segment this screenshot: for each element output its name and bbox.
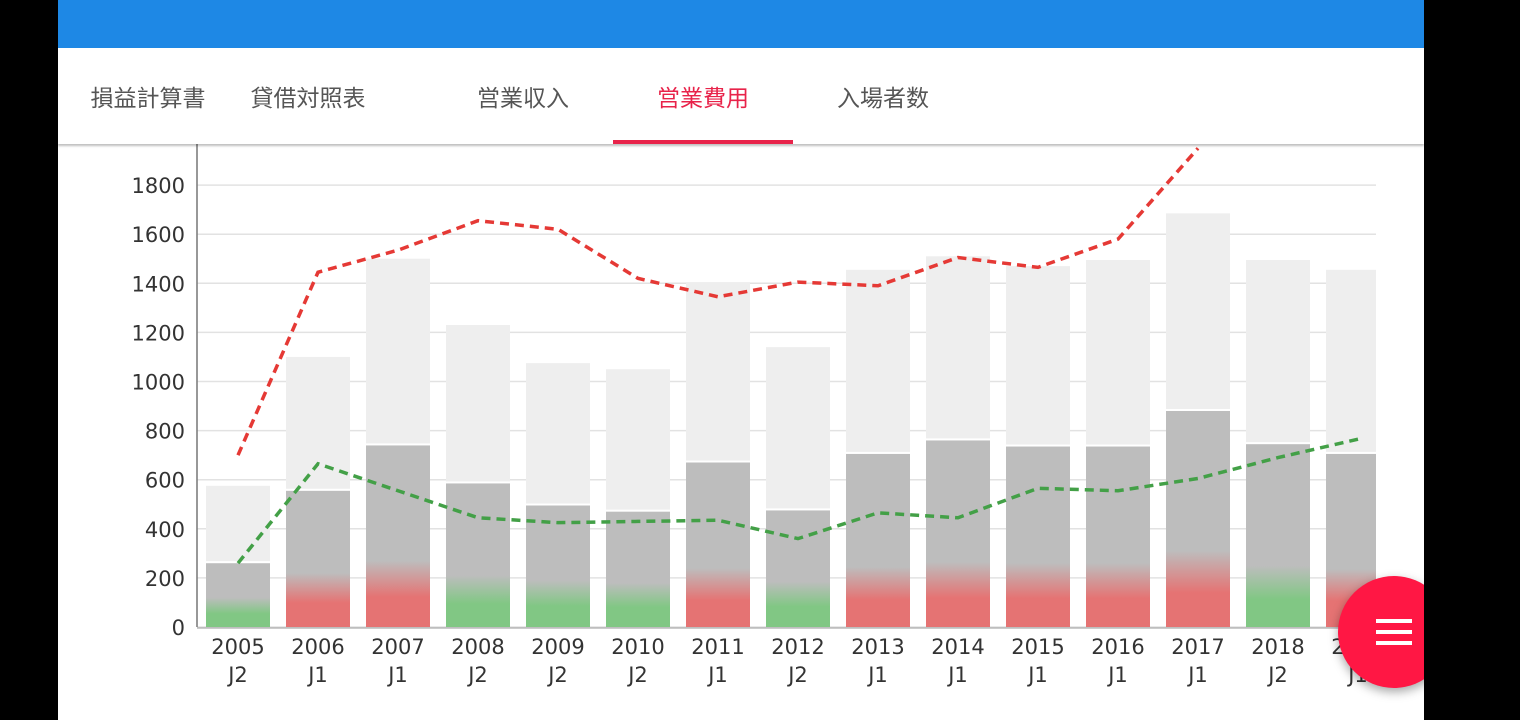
x-tick-division: J1 [706, 663, 728, 687]
bar-base-j1 [846, 566, 910, 627]
tab-income-statement[interactable]: 損益計算書 [90, 86, 206, 112]
tab-operating-revenue[interactable]: 営業収入 [477, 86, 569, 112]
x-tick-division: J2 [626, 663, 648, 687]
x-tick-year: 2017 [1171, 635, 1224, 659]
active-tab-indicator [613, 140, 793, 144]
y-tick-label: 0 [172, 616, 185, 640]
y-tick-label: 200 [145, 567, 185, 591]
line-series-red [236, 147, 1200, 456]
x-tick-year: 2012 [771, 635, 824, 659]
menu-icon [1376, 619, 1412, 645]
bar-base-j2 [766, 581, 830, 627]
bar-base-j2 [206, 597, 270, 627]
x-tick-year: 2006 [291, 635, 344, 659]
x-tick-division: J1 [386, 663, 408, 687]
tab-operating-expenses[interactable]: 営業費用 [657, 86, 749, 112]
x-tick-year: 2011 [691, 635, 744, 659]
bars-group [206, 147, 1376, 627]
y-tick-label: 600 [145, 469, 185, 493]
x-tick-division: J2 [546, 663, 568, 687]
bar-base-j1 [926, 561, 990, 627]
operating-expenses-chart: 0 200 400 600 800 1000 1200 1400 1600 1800 2005 J2 2… [132, 144, 1385, 687]
bar-base-j1 [1006, 563, 1070, 627]
x-tick-year: 2009 [531, 635, 584, 659]
x-tick-division: J2 [226, 663, 248, 687]
chart-area: 0 200 400 600 800 1000 1200 1400 1600 1800 2005 J2 2… [58, 144, 1424, 720]
menu-fab-button[interactable] [1338, 576, 1424, 688]
x-tick-year: 2005 [211, 635, 264, 659]
tab-attendance[interactable]: 入場者数 [837, 86, 929, 112]
x-tick-division: J2 [1266, 663, 1288, 687]
x-tick-division: J1 [866, 663, 888, 687]
x-tick-division: J1 [946, 663, 968, 687]
tab-bar: 損益計算書 貸借対照表 営業収入 営業費用 入場者数 [58, 48, 1424, 144]
bar-base-j1 [686, 568, 750, 627]
y-tick-label: 1600 [132, 223, 185, 247]
tab-balance-sheet[interactable]: 貸借対照表 [250, 86, 366, 112]
y-tick-label: 1000 [132, 371, 185, 395]
bar-base-j1 [366, 560, 430, 627]
x-tick-year: 2016 [1091, 635, 1144, 659]
x-tick-division: J1 [1106, 663, 1128, 687]
bar-base-j1 [1086, 563, 1150, 627]
x-tick-year: 2015 [1011, 635, 1064, 659]
y-tick-label: 1400 [132, 272, 185, 296]
x-tick-division: J1 [1026, 663, 1048, 687]
x-tick-year: 2018 [1251, 635, 1304, 659]
bar-base-j2 [446, 575, 510, 627]
y-tick-label: 1200 [132, 321, 185, 345]
x-tick-year: 2010 [611, 635, 664, 659]
x-tick-division: J1 [306, 663, 328, 687]
bar-base-j2 [526, 580, 590, 627]
app-bar [58, 0, 1424, 48]
bar-base-j1 [1166, 550, 1230, 627]
bar-base-j2 [606, 582, 670, 627]
x-tick-year: 2014 [931, 635, 984, 659]
y-tick-label: 1800 [132, 174, 185, 198]
y-tick-label: 400 [145, 518, 185, 542]
y-tick-label: 800 [145, 420, 185, 444]
x-tick-year: 2013 [851, 635, 904, 659]
x-tick-year: 2008 [451, 635, 504, 659]
bar-base-j1 [286, 572, 350, 627]
x-tick-division: J2 [786, 663, 808, 687]
x-tick-division: J1 [1186, 663, 1208, 687]
x-tick-year: 2007 [371, 635, 424, 659]
line-series-green [236, 437, 1359, 565]
x-tick-division: J2 [466, 663, 488, 687]
app-window: 損益計算書 貸借対照表 営業収入 営業費用 入場者数 0 200 400 600 800… [58, 0, 1424, 720]
bar-base-j2 [1246, 565, 1310, 627]
